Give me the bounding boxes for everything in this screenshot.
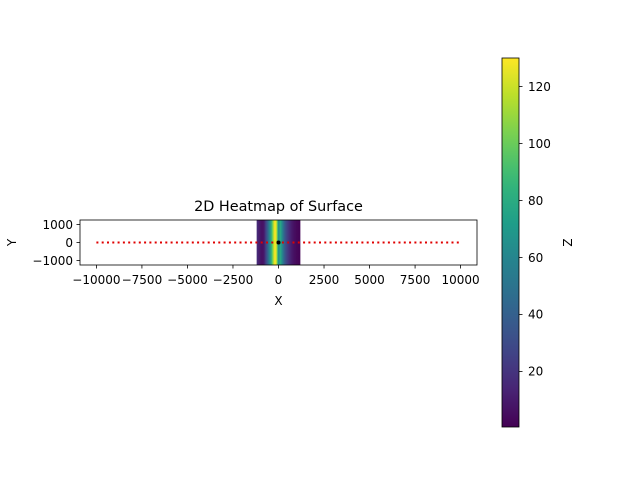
x-tick-label: −10000 (72, 273, 120, 287)
colorbar-fill (502, 58, 519, 427)
colorbar-tick-label: 100 (528, 137, 551, 151)
plot-area (79, 219, 478, 266)
center-marker (276, 240, 281, 245)
x-tick-label: 5000 (354, 273, 385, 287)
x-tick-label: −5000 (167, 273, 208, 287)
colorbar-ticks: 20 40 60 80 100 120 (519, 80, 551, 379)
x-axis-label: X (274, 294, 282, 308)
x-tick-label: 7500 (400, 273, 431, 287)
colorbar-tick-label: 40 (528, 308, 543, 322)
chart-title: 2D Heatmap of Surface (194, 199, 363, 215)
colorbar-tick-label: 60 (528, 251, 543, 265)
x-tick-label: 0 (275, 273, 283, 287)
colorbar-label: Z (561, 238, 575, 246)
x-tick-label: 2500 (309, 273, 340, 287)
y-axis-label: Y (5, 238, 19, 247)
x-axis-ticks: −10000 −7500 −5000 −2500 0 2500 5000 7500 10000 (72, 265, 480, 287)
colorbar-tick-label: 120 (528, 80, 551, 94)
colorbar: 20 40 60 80 100 120 Z (501, 57, 575, 428)
y-tick-label: 0 (65, 236, 73, 250)
colorbar-tick-label: 20 (528, 365, 543, 379)
colorbar-tick-label: 80 (528, 194, 543, 208)
x-tick-label: −2500 (213, 273, 254, 287)
x-tick-label: 10000 (442, 273, 480, 287)
y-tick-label: 1000 (42, 218, 73, 232)
x-tick-label: −7500 (122, 273, 163, 287)
y-axis-ticks: 1000 0 −1000 (32, 218, 80, 268)
colorbar-frame (501, 57, 520, 428)
y-tick-label: −1000 (32, 254, 73, 268)
